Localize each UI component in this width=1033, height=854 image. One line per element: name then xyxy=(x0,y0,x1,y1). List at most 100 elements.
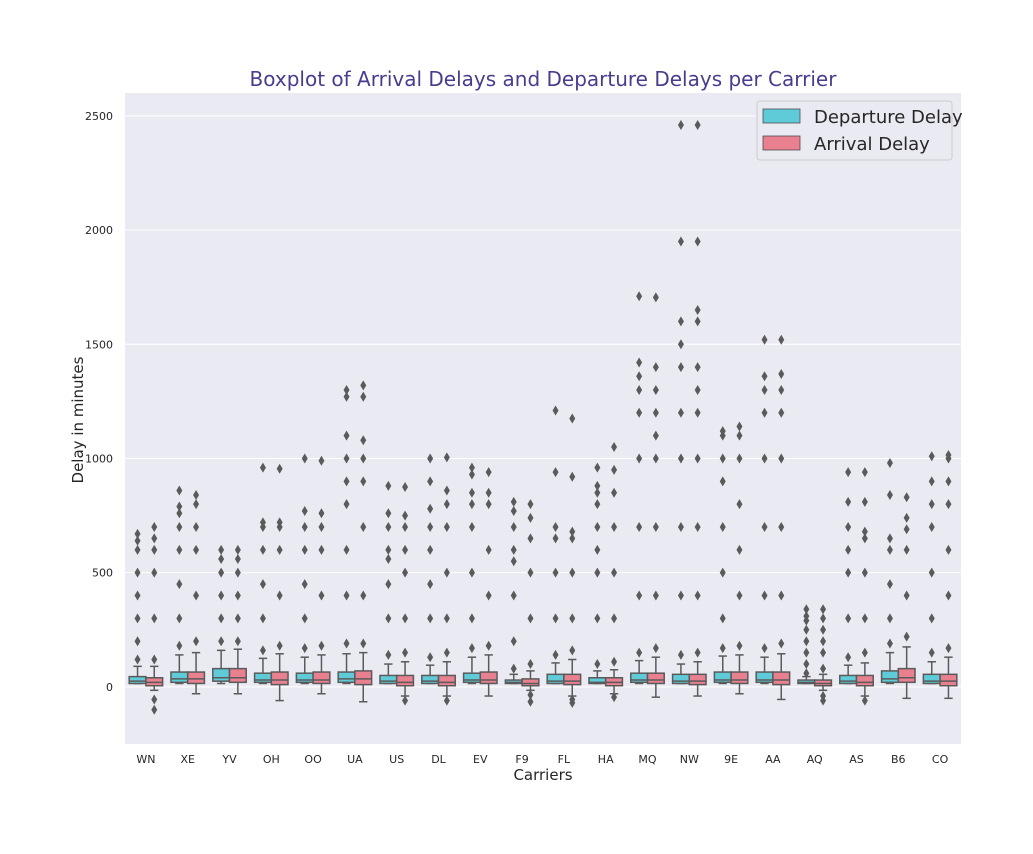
flier xyxy=(276,640,283,651)
flier xyxy=(360,380,367,391)
flier xyxy=(276,590,283,601)
flier xyxy=(259,462,266,473)
flier xyxy=(761,590,768,601)
flier xyxy=(861,467,868,478)
x-tick-label: EV xyxy=(473,753,488,766)
flier xyxy=(527,512,534,523)
flier xyxy=(301,613,308,624)
flier xyxy=(343,453,350,464)
flier xyxy=(861,496,868,507)
flier xyxy=(820,695,827,706)
flier xyxy=(652,292,659,303)
flier xyxy=(761,643,768,654)
box-group xyxy=(604,442,624,703)
flier xyxy=(176,508,183,519)
flier xyxy=(552,467,559,478)
flier xyxy=(301,453,308,464)
flier xyxy=(886,638,893,649)
flier xyxy=(694,647,701,658)
flier xyxy=(385,480,392,491)
box-group xyxy=(312,455,331,695)
flier xyxy=(928,451,935,462)
box-group xyxy=(813,604,833,706)
flier xyxy=(761,522,768,532)
flier xyxy=(694,384,701,395)
flier xyxy=(611,487,618,498)
flier xyxy=(694,590,701,601)
y-tick-label: 0 xyxy=(106,681,113,694)
box-group xyxy=(379,480,398,685)
flier xyxy=(234,590,241,601)
x-tick-label: B6 xyxy=(891,753,906,766)
flier xyxy=(928,476,935,487)
flier xyxy=(803,604,810,615)
flier xyxy=(569,526,576,537)
flier xyxy=(611,567,618,578)
box-group xyxy=(170,485,189,685)
flier xyxy=(176,522,183,532)
box-group xyxy=(880,458,900,685)
flier xyxy=(443,485,450,496)
flier xyxy=(778,384,785,395)
box xyxy=(939,673,958,687)
box xyxy=(880,670,900,684)
flier xyxy=(652,430,659,441)
box xyxy=(170,671,189,684)
box-group xyxy=(145,522,164,715)
flier xyxy=(928,647,935,658)
flier xyxy=(427,522,434,532)
box xyxy=(922,673,941,685)
flier xyxy=(903,544,910,555)
flier xyxy=(652,643,659,654)
flier xyxy=(820,636,827,647)
flier xyxy=(677,362,684,373)
flier xyxy=(276,517,283,528)
flier xyxy=(134,613,141,624)
flier xyxy=(343,384,350,395)
flier xyxy=(468,462,475,473)
flier xyxy=(443,522,450,532)
flier xyxy=(636,590,643,601)
flier xyxy=(886,579,893,590)
flier xyxy=(510,556,517,567)
flier xyxy=(134,590,141,601)
flier xyxy=(468,567,475,578)
flier xyxy=(677,316,684,327)
flier xyxy=(385,544,392,555)
flier xyxy=(234,544,241,555)
x-tick-label: WN xyxy=(136,753,155,766)
flier xyxy=(736,499,743,510)
box-group xyxy=(671,119,691,685)
flier xyxy=(318,455,325,466)
box-group xyxy=(462,462,482,685)
x-tick-label: AA xyxy=(765,753,781,766)
box-group xyxy=(521,499,540,707)
box-group xyxy=(563,413,582,708)
flier xyxy=(694,316,701,327)
legend-frame xyxy=(756,100,953,161)
box-group xyxy=(839,467,858,685)
x-tick-label: XE xyxy=(180,753,195,766)
flier xyxy=(761,407,768,418)
flier xyxy=(218,590,225,601)
flier xyxy=(151,544,158,555)
flier xyxy=(677,339,684,350)
flier xyxy=(903,524,910,535)
flier xyxy=(134,654,141,665)
flier xyxy=(218,544,225,555)
flier xyxy=(886,544,893,555)
flier xyxy=(301,522,308,532)
flier xyxy=(510,506,517,517)
flier xyxy=(803,668,810,679)
flier xyxy=(443,613,450,624)
flier xyxy=(527,613,534,624)
flier xyxy=(301,643,308,654)
flier xyxy=(343,590,350,601)
box xyxy=(228,667,247,684)
box xyxy=(646,672,665,685)
flier xyxy=(945,450,952,461)
flier xyxy=(360,590,367,601)
flier xyxy=(694,407,701,418)
flier xyxy=(443,647,450,658)
